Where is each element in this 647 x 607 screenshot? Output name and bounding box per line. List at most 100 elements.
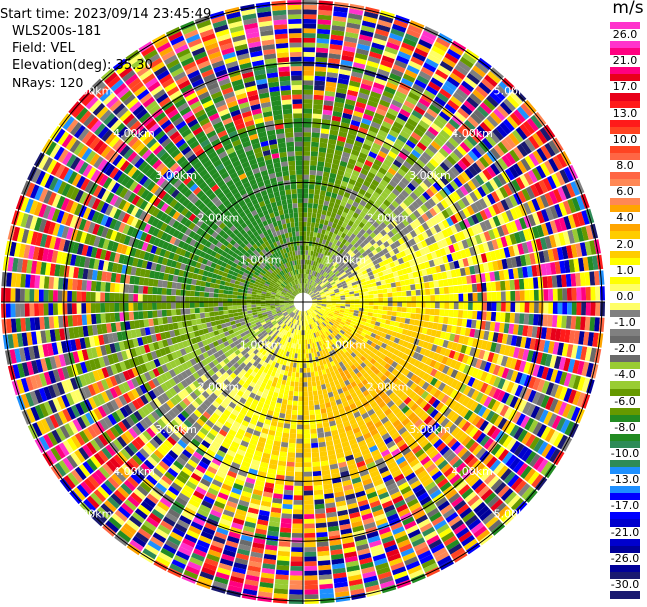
range-gate: [283, 489, 294, 496]
range-gate: [333, 6, 348, 13]
range-gate: [369, 231, 377, 239]
range-gate: [375, 217, 383, 225]
range-gate: [409, 319, 415, 325]
range-gate: [528, 277, 534, 289]
range-gate: [297, 405, 303, 411]
range-gate: [324, 95, 335, 102]
range-gate: [391, 311, 397, 317]
range-gate: [373, 298, 379, 302]
range-gate: [391, 287, 397, 293]
range-gate: [391, 23, 407, 33]
range-gate: [309, 291, 313, 296]
range-gate: [325, 215, 331, 222]
range-gate: [308, 193, 314, 199]
range-gate: [381, 284, 387, 289]
range-gate: [364, 159, 373, 168]
range-gate: [343, 171, 352, 179]
range-gate: [373, 159, 383, 167]
range-gate: [524, 290, 530, 301]
range-gate: [293, 358, 298, 363]
range-gate: [413, 188, 422, 198]
range-gate: [382, 306, 388, 311]
range-gate: [315, 175, 323, 181]
range-gate: [341, 238, 348, 245]
range-gate: [355, 52, 368, 61]
range-gate: [363, 231, 370, 239]
range-gate: [386, 183, 395, 192]
range-gate: [308, 353, 312, 359]
range-gate: [387, 150, 398, 159]
range-gate: [364, 214, 371, 221]
range-gate: [369, 195, 378, 203]
range-gate: [479, 121, 492, 134]
range-gate: [435, 69, 449, 80]
range-gate: [439, 161, 450, 172]
range-gate: [543, 302, 549, 314]
range-gate: [312, 276, 316, 281]
range-gate: [363, 238, 370, 245]
range-gate: [428, 281, 435, 288]
range-gate: [285, 471, 295, 477]
range-gate: [285, 380, 291, 386]
range-gate: [351, 222, 359, 230]
range-gate: [323, 104, 333, 111]
range-gate: [392, 297, 398, 302]
range-gate: [317, 555, 331, 562]
range-gate: [411, 302, 417, 308]
range-gate: [303, 462, 312, 468]
range-gate: [322, 239, 327, 245]
range-gate: [285, 409, 292, 415]
range-gate: [345, 297, 351, 300]
range-gate: [394, 196, 403, 205]
range-gate: [373, 82, 385, 91]
range-gate: [483, 98, 496, 111]
range-gate: [328, 201, 335, 208]
range-gate: [312, 470, 322, 477]
range-gate: [282, 503, 293, 510]
range-gate: [320, 408, 327, 414]
range-gate: [425, 295, 431, 302]
range-gate: [360, 168, 369, 176]
range-gate: [332, 261, 338, 267]
range-gate: [483, 118, 495, 131]
range-gate: [439, 88, 452, 99]
range-gate: [446, 48, 462, 60]
range-gate: [303, 250, 306, 255]
range-gate: [523, 313, 530, 325]
range-gate: [303, 66, 315, 71]
range-gate: [318, 274, 323, 279]
range-gate: [454, 130, 466, 141]
range-gate: [436, 165, 447, 175]
range-gate: [452, 277, 458, 286]
range-gate: [375, 108, 387, 117]
range-gate: [320, 455, 329, 462]
range-gate: [326, 303, 332, 305]
range-gate: [551, 275, 558, 288]
range-gate: [303, 438, 311, 444]
range-gate: [316, 33, 330, 40]
range-gate: [321, 249, 326, 255]
range-gate: [322, 114, 332, 121]
range-gate: [309, 236, 313, 242]
range-gate: [303, 476, 313, 482]
range-gate: [387, 306, 393, 311]
range-gate: [319, 248, 323, 254]
range-gate: [514, 313, 520, 324]
range-gate: [338, 267, 344, 273]
range-gate: [357, 203, 365, 211]
range-gate: [426, 175, 436, 185]
range-gate: [314, 494, 324, 500]
range-gate: [339, 262, 345, 268]
range-gate: [406, 28, 421, 39]
range-gate: [294, 381, 299, 387]
range-gate: [443, 286, 449, 294]
range-gate: [456, 318, 463, 327]
range-gate: [316, 262, 321, 268]
range-gate: [350, 216, 357, 223]
range-gate: [330, 34, 344, 41]
range-gate: [386, 283, 392, 289]
range-gate: [292, 400, 298, 406]
range-gate: [415, 307, 421, 314]
range-gate: [354, 296, 360, 299]
range-gate: [303, 353, 306, 359]
